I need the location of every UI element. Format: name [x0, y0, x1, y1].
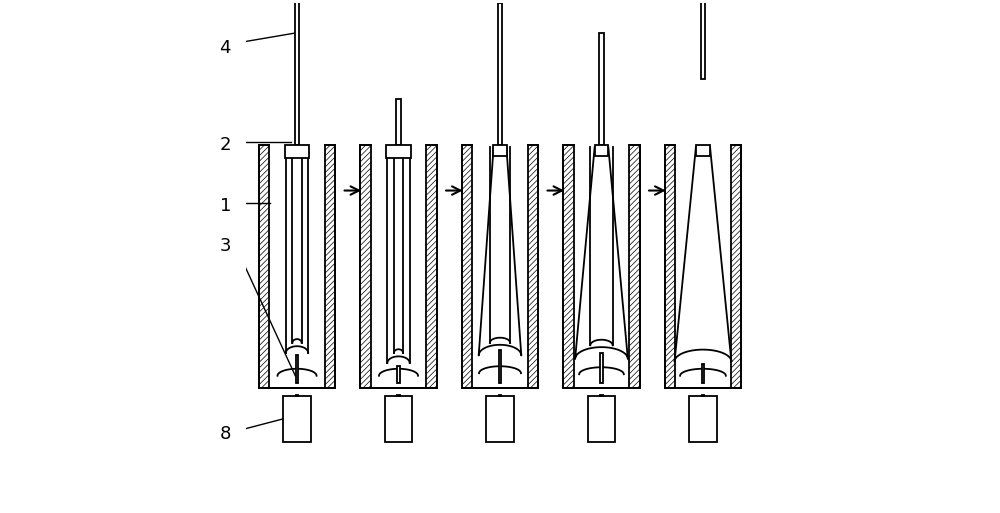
Bar: [397, 366, 400, 383]
Bar: [386, 145, 411, 157]
Bar: [285, 145, 309, 157]
Bar: [689, 396, 717, 442]
Bar: [360, 145, 371, 388]
Bar: [259, 145, 269, 388]
Bar: [499, 350, 501, 383]
Text: 3: 3: [220, 238, 231, 255]
Bar: [563, 145, 574, 388]
Bar: [296, 394, 298, 396]
Bar: [325, 145, 335, 388]
Bar: [493, 145, 507, 156]
Bar: [665, 145, 675, 388]
Bar: [295, 0, 299, 145]
Bar: [498, 3, 502, 145]
Bar: [595, 145, 608, 156]
Bar: [696, 145, 710, 156]
Bar: [731, 145, 741, 388]
Bar: [462, 145, 472, 388]
Bar: [599, 33, 604, 145]
Text: 4: 4: [220, 40, 231, 57]
Bar: [397, 394, 400, 396]
Text: 2: 2: [220, 136, 231, 154]
Bar: [588, 396, 615, 442]
Bar: [629, 145, 640, 388]
Text: 8: 8: [220, 425, 231, 443]
Bar: [600, 353, 603, 383]
Bar: [486, 396, 514, 442]
Bar: [385, 396, 412, 442]
Bar: [600, 394, 603, 396]
Bar: [283, 396, 311, 442]
Bar: [296, 356, 298, 383]
Bar: [702, 364, 704, 383]
Bar: [396, 99, 401, 145]
Bar: [528, 145, 538, 388]
Bar: [426, 145, 437, 388]
Bar: [701, 0, 705, 79]
Text: 1: 1: [220, 197, 231, 215]
Bar: [702, 394, 704, 396]
Bar: [499, 394, 501, 396]
